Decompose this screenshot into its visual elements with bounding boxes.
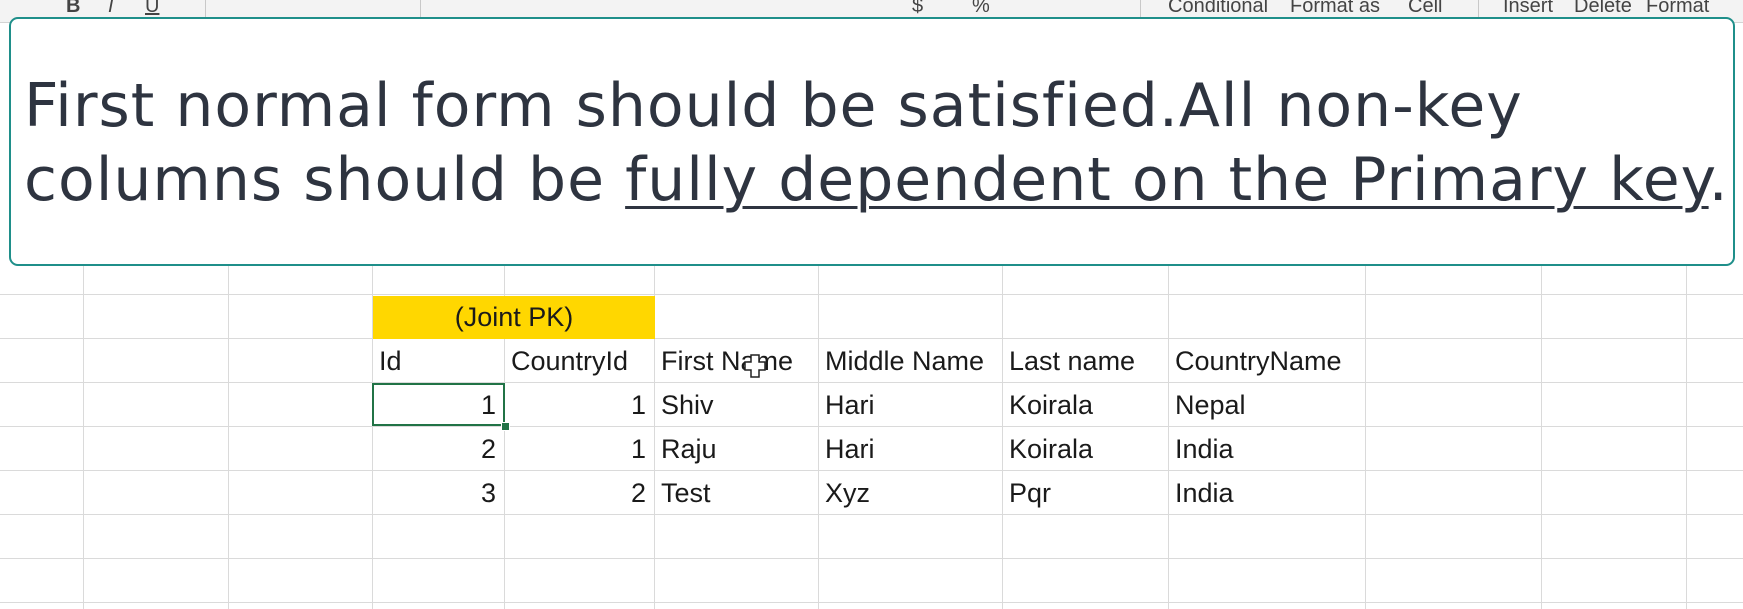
active-cell-selection[interactable] — [372, 383, 505, 426]
percent-button[interactable]: % — [972, 0, 990, 17]
grid-column-line — [372, 22, 373, 609]
cell-country-name[interactable]: India — [1175, 434, 1234, 464]
grid-column-line — [1002, 22, 1003, 609]
header-id[interactable]: Id — [379, 346, 402, 376]
grid-column-line — [1686, 22, 1687, 609]
grid-column-line — [228, 22, 229, 609]
italic-button[interactable]: I — [108, 0, 114, 17]
delete-button[interactable]: Delete — [1574, 0, 1632, 17]
grid-column-line — [1365, 22, 1366, 609]
underline-button[interactable]: U — [145, 0, 160, 17]
ribbon-separator — [1478, 0, 1479, 22]
grid-column-line — [818, 22, 819, 609]
grid-row-line — [0, 294, 1743, 295]
cell-country-id[interactable]: 2 — [630, 478, 646, 508]
ribbon-separator — [1140, 0, 1141, 22]
grid-row-line — [0, 470, 1743, 471]
cell-country-name[interactable]: India — [1175, 478, 1234, 508]
caption-line-2: columns should be fully dependent on the… — [24, 143, 1734, 217]
cell-country-id[interactable]: 1 — [630, 434, 646, 464]
grid-column-line — [1168, 22, 1169, 609]
grid-column-line — [1541, 22, 1542, 609]
grid-row-line — [0, 426, 1743, 427]
grid-row-line — [0, 602, 1743, 603]
format-as-table-button[interactable]: Format as — [1290, 0, 1381, 17]
caption-line-2-end: . — [1708, 145, 1729, 215]
header-last-name[interactable]: Last name — [1009, 346, 1136, 376]
caption-line-2-plain: columns should be — [24, 145, 626, 215]
fill-handle[interactable] — [501, 422, 510, 431]
cell-first-name[interactable]: Shiv — [661, 390, 714, 420]
grid-row-line — [0, 338, 1743, 339]
joint-pk-label-cell[interactable]: (Joint PK) — [373, 296, 655, 339]
header-middle-name[interactable]: Middle Name — [825, 346, 985, 376]
grid-row-line — [0, 382, 1743, 383]
header-first-name[interactable]: First Name — [661, 346, 794, 376]
cell-id[interactable]: 2 — [480, 434, 496, 464]
bold-button[interactable]: B — [66, 0, 81, 17]
cell-country-id[interactable]: 1 — [630, 390, 646, 420]
cell-id[interactable]: 1 — [480, 390, 496, 420]
format-button[interactable]: Format — [1646, 0, 1710, 17]
cell-middle-name[interactable]: Xyz — [825, 478, 871, 508]
cell-first-name[interactable]: Test — [661, 478, 711, 508]
conditional-formatting-button[interactable]: Conditional — [1168, 0, 1269, 17]
cell-id[interactable]: 3 — [480, 478, 496, 508]
grid-row-line — [0, 514, 1743, 515]
insert-button[interactable]: Insert — [1503, 0, 1554, 17]
move-cursor-icon — [744, 354, 766, 378]
caption-banner: First normal form should be satisfied.Al… — [9, 17, 1735, 266]
currency-button[interactable]: $ — [912, 0, 924, 17]
cell-styles-button[interactable]: Cell — [1408, 0, 1443, 17]
header-country-name[interactable]: CountryName — [1175, 346, 1342, 376]
ribbon-separator — [205, 0, 206, 22]
grid-row-line — [0, 558, 1743, 559]
cell-middle-name[interactable]: Hari — [825, 390, 875, 420]
caption-underlined-phrase: fully dependent on the Primary key — [625, 145, 1709, 215]
ribbon-separator — [420, 0, 421, 22]
cell-last-name[interactable]: Koirala — [1009, 390, 1094, 420]
cell-country-name[interactable]: Nepal — [1175, 390, 1246, 420]
cell-last-name[interactable]: Koirala — [1009, 434, 1094, 464]
caption-line-1: First normal form should be satisfied.Al… — [24, 71, 1523, 141]
cell-last-name[interactable]: Pqr — [1009, 478, 1052, 508]
cell-first-name[interactable]: Raju — [661, 434, 717, 464]
header-country-id[interactable]: CountryId — [511, 346, 629, 376]
row-header-fragment — [0, 165, 9, 205]
grid-column-line — [83, 22, 84, 609]
cell-middle-name[interactable]: Hari — [825, 434, 875, 464]
caption-text: First normal form should be satisfied.Al… — [24, 69, 1734, 217]
